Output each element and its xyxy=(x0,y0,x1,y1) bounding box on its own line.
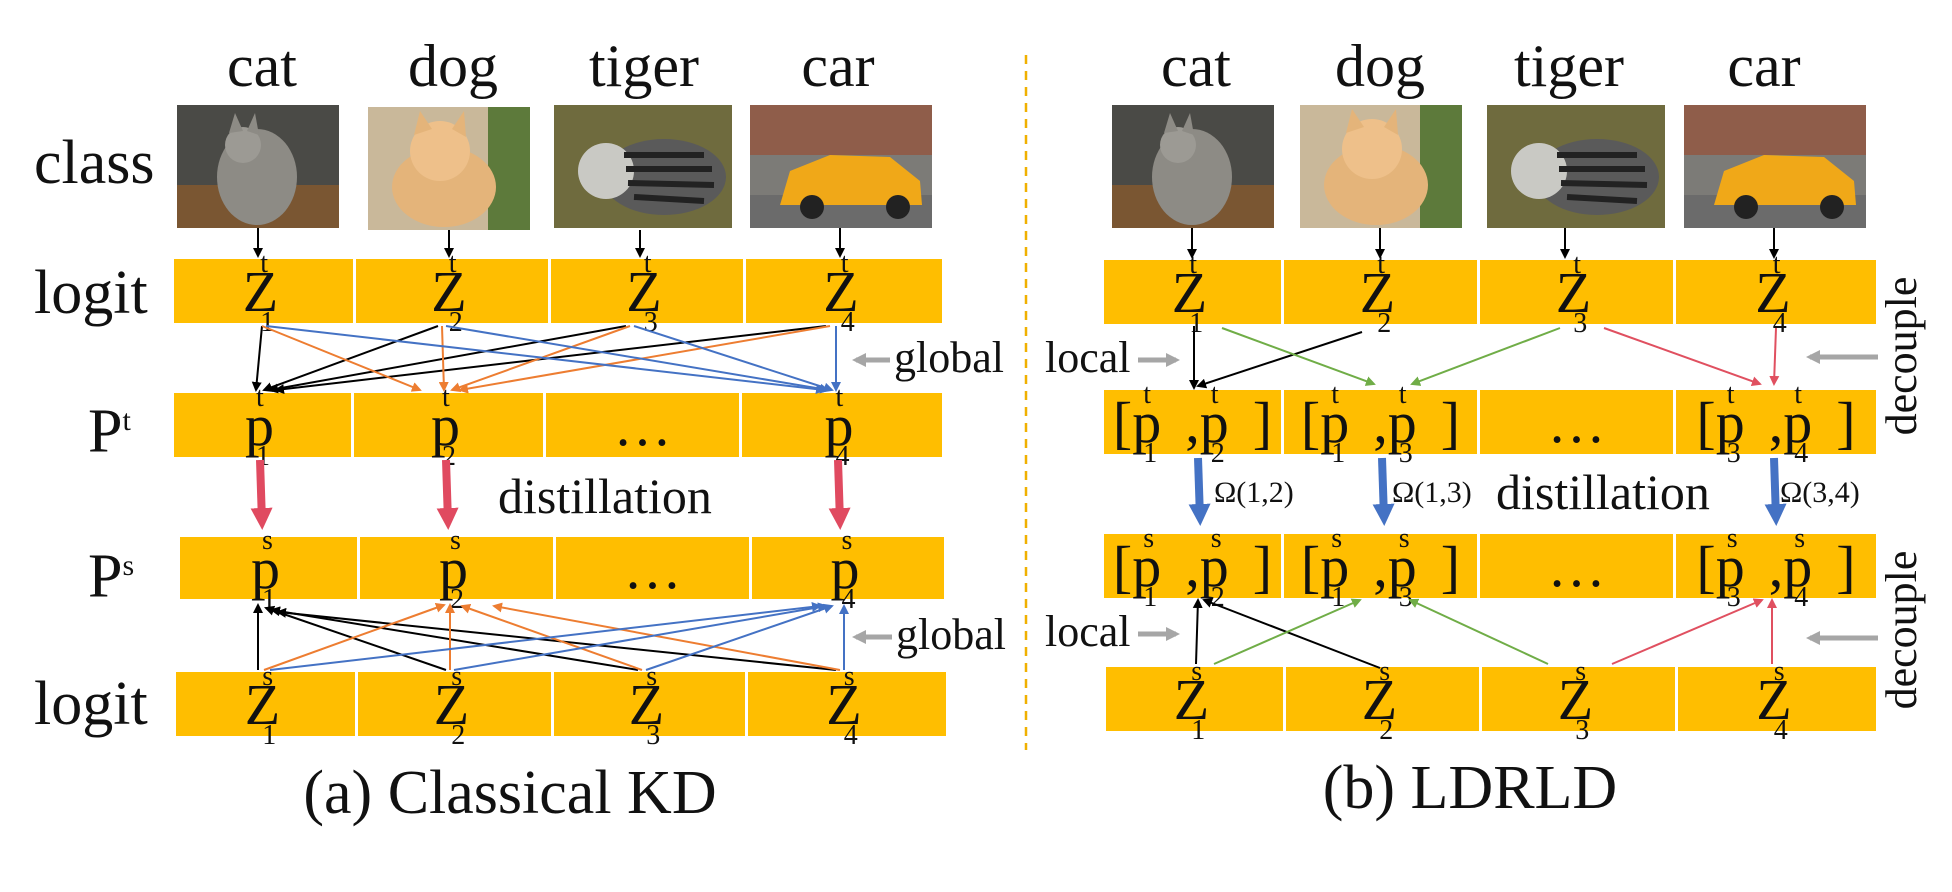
local-label-top: local xyxy=(1045,333,1131,382)
teacher-global-arrows xyxy=(251,325,841,395)
cat-photo-right xyxy=(1112,105,1274,228)
global-label-bottom: global xyxy=(896,610,1006,659)
image-to-logit-arrows-left xyxy=(253,228,845,258)
student-pair-cell: [p s 3 ,p s 4] xyxy=(1696,522,1856,613)
local-label-bottom: local xyxy=(1045,607,1131,656)
caption-left: (a) Classical KD xyxy=(303,759,717,827)
distillation-arrows-right xyxy=(1188,457,1787,526)
teacher-pair-cell: [p t 1 ,p t 2] xyxy=(1104,379,1284,469)
class-name-tiger-right: tiger xyxy=(1514,33,1624,99)
car-photo-left xyxy=(750,105,932,228)
omega-label-12: Ω(1,2) xyxy=(1214,476,1294,509)
teacher-pair-cell: [p t 3 ,p t 4] xyxy=(1696,378,1856,469)
image-to-logit-arrows-right xyxy=(1187,228,1779,259)
student-decouple-arrows xyxy=(1192,598,1777,669)
teacher-pair-cell: … xyxy=(1480,390,1676,455)
row-label-p-student: Ps xyxy=(88,542,135,611)
tiger-photo-left xyxy=(554,105,732,228)
teacher-pair-bar-right: [p t 1 ,p t 2] [p t 1 ,p t 3] … [p t 3 ,p t 4] xyxy=(1104,378,1876,469)
class-name-cat-right: cat xyxy=(1161,33,1231,99)
class-name-car-right: car xyxy=(1727,33,1801,99)
student-pair-cell: [p s 1 ,p s 3] xyxy=(1284,523,1480,613)
class-name-dog-left: dog xyxy=(408,33,498,99)
row-label-logit-student: logit xyxy=(34,670,148,738)
teacher-prob-cell: … xyxy=(546,393,742,458)
student-global-arrows xyxy=(253,601,849,671)
row-label-class: class xyxy=(34,129,155,197)
class-name-car-left: car xyxy=(801,33,875,99)
class-name-cat-left: cat xyxy=(227,33,297,99)
class-name-dog-right: dog xyxy=(1335,33,1425,99)
teacher-decouple-arrows xyxy=(1189,326,1780,390)
student-prob-cell: … xyxy=(556,536,752,601)
row-label-logit-teacher: logit xyxy=(34,259,148,327)
dog-photo-right xyxy=(1300,105,1462,228)
caption-right: (b) LDRLD xyxy=(1322,754,1618,822)
distillation-arrows-left xyxy=(250,459,851,530)
omega-label-34: Ω(3,4) xyxy=(1780,476,1860,509)
row-label-p-teacher: Pt xyxy=(88,397,131,466)
student-pair-bar-right: [p s 1 ,p s 2] [p s 1 ,p s 3] … [p s 3 ,p s 4] xyxy=(1104,522,1876,613)
global-label-top: global xyxy=(894,333,1004,382)
dog-photo-left xyxy=(368,107,530,230)
tiger-photo-right xyxy=(1487,105,1665,228)
cat-photo-left xyxy=(177,105,339,228)
teacher-pair-cell: [p t 1 ,p t 3] xyxy=(1284,379,1480,469)
class-name-tiger-left: tiger xyxy=(589,33,699,99)
distillation-label-left: distillation xyxy=(498,468,712,524)
distillation-label-right: distillation xyxy=(1496,464,1710,520)
omega-label-13: Ω(1,3) xyxy=(1392,476,1472,509)
student-pair-cell: [p s 1 ,p s 2] xyxy=(1104,523,1284,613)
car-photo-right xyxy=(1684,105,1866,228)
student-pair-cell: … xyxy=(1480,534,1676,599)
